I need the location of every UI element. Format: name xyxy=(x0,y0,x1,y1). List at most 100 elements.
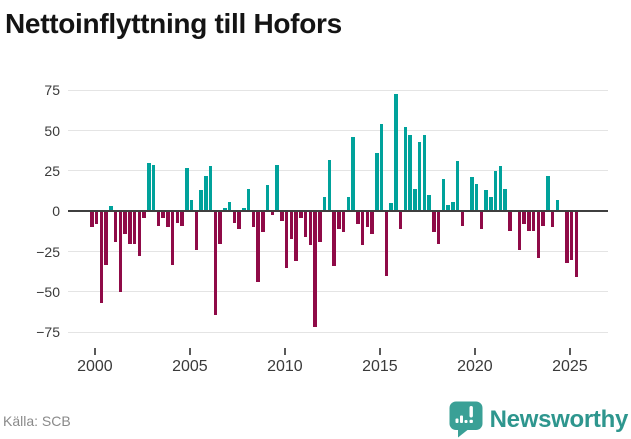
x-tick-2000 xyxy=(93,348,96,355)
bar-2015Q3 xyxy=(384,211,388,276)
bar-2011Q2 xyxy=(303,211,308,238)
bar-2009Q1 xyxy=(261,211,265,233)
bar-2024Q2 xyxy=(550,211,555,228)
bar-2025Q2 xyxy=(569,211,574,260)
bar-2010Q4 xyxy=(294,211,298,262)
source-caption: Källa: SCB xyxy=(3,413,71,429)
bar-2024Q3 xyxy=(555,200,559,212)
x-tick-2005 xyxy=(188,348,191,355)
bar-2014Q4 xyxy=(370,211,374,234)
bar-2013Q2 xyxy=(341,211,346,233)
x-tick-label-2000: 2000 xyxy=(77,358,113,375)
bar-2020Q4 xyxy=(484,190,488,212)
bar-2015Q2 xyxy=(379,124,384,212)
bar-2019Q3 xyxy=(460,211,464,226)
bar-2002Q4 xyxy=(142,211,146,218)
bar-2024Q1 xyxy=(546,175,550,212)
bar-2006Q3 xyxy=(213,211,217,315)
bar-2018Q2 xyxy=(436,211,441,244)
gridline--25 xyxy=(68,251,608,253)
bar-2021Q2 xyxy=(493,170,498,212)
bar-2000Q3 xyxy=(99,211,103,304)
bar-2018Q1 xyxy=(432,211,436,233)
y-tick-label-25: 25 xyxy=(44,162,60,179)
y-tick-label--75: −75 xyxy=(36,324,60,341)
bar-2016Q4 xyxy=(408,135,412,212)
bar-2000Q2 xyxy=(94,211,99,225)
gridline--50 xyxy=(68,291,608,293)
bar-2020Q1 xyxy=(470,177,474,212)
x-tick-2020 xyxy=(473,348,476,355)
bar-2019Q2 xyxy=(455,161,460,212)
bar-2008Q2 xyxy=(246,188,251,212)
bar-2011Q3 xyxy=(308,211,312,246)
bar-2022Q4 xyxy=(522,211,526,225)
x-tick-label-2010: 2010 xyxy=(267,358,303,375)
bar-2016Q2 xyxy=(398,211,403,230)
zero-axis-line xyxy=(68,210,608,213)
bar-2005Q3 xyxy=(194,211,198,251)
newsworthy-logo-icon xyxy=(449,401,483,438)
bar-2017Q2 xyxy=(417,141,422,212)
gridline--75 xyxy=(68,331,608,333)
y-tick-label-50: 50 xyxy=(44,122,60,139)
x-tick-2015 xyxy=(378,348,381,355)
bar-2000Q4 xyxy=(104,211,108,265)
gridline-50 xyxy=(68,130,608,132)
bar-2003Q2 xyxy=(151,164,156,212)
bar-2008Q1 xyxy=(242,208,246,212)
bar-2022Q3 xyxy=(517,211,521,251)
bar-2021Q3 xyxy=(498,166,502,212)
bar-2023Q1 xyxy=(527,211,531,231)
bar-2022Q1 xyxy=(508,211,512,231)
bar-2011Q1 xyxy=(299,211,303,218)
bar-2017Q1 xyxy=(413,188,417,212)
x-tick-label-2015: 2015 xyxy=(362,358,398,375)
bar-2021Q4 xyxy=(503,188,507,212)
gridline-75 xyxy=(68,89,608,91)
bar-2013Q4 xyxy=(351,137,355,212)
bar-2023Q3 xyxy=(536,211,540,259)
bar-2005Q2 xyxy=(189,200,194,212)
bar-2002Q2 xyxy=(132,211,137,244)
x-tick-2025 xyxy=(568,348,571,355)
bar-2013Q3 xyxy=(346,196,350,212)
y-tick-label--25: −25 xyxy=(36,243,60,260)
bar-2006Q1 xyxy=(204,175,208,212)
bar-2000Q1 xyxy=(90,211,94,228)
bar-2018Q3 xyxy=(441,179,445,212)
bar-2009Q3 xyxy=(270,211,274,215)
bar-2012Q1 xyxy=(318,211,322,242)
x-tick-label-2020: 2020 xyxy=(457,358,493,375)
chart-title: Nettoinflyttning till Hofors xyxy=(5,8,342,39)
bar-2008Q4 xyxy=(256,211,260,283)
bar-2010Q3 xyxy=(289,211,293,239)
gridline-25 xyxy=(68,170,608,172)
bar-2001Q4 xyxy=(123,211,127,234)
bar-2017Q3 xyxy=(422,135,426,212)
bar-2003Q1 xyxy=(147,162,151,212)
y-tick-label-0: 0 xyxy=(52,203,60,220)
bar-2008Q3 xyxy=(251,211,255,228)
y-tick-label-75: 75 xyxy=(44,82,60,99)
bar-2004Q1 xyxy=(166,211,170,228)
bar-2021Q1 xyxy=(489,196,493,212)
bar-2017Q4 xyxy=(427,195,431,212)
bar-2001Q3 xyxy=(118,211,122,292)
bar-2014Q2 xyxy=(360,211,365,246)
bar-2007Q4 xyxy=(237,211,241,230)
y-tick-label--50: −50 xyxy=(36,283,60,300)
bar-2005Q1 xyxy=(185,167,189,212)
x-tick-2010 xyxy=(283,348,286,355)
bar-2004Q4 xyxy=(180,211,184,226)
bar-2020Q2 xyxy=(474,183,479,212)
bar-2010Q1 xyxy=(280,211,284,221)
x-tick-label-2005: 2005 xyxy=(172,358,208,375)
bar-2016Q1 xyxy=(394,93,398,212)
bar-2001Q1 xyxy=(109,206,113,212)
bar-2012Q4 xyxy=(332,211,336,267)
bar-2002Q1 xyxy=(128,211,132,244)
bar-2002Q3 xyxy=(137,211,141,257)
bar-2007Q1 xyxy=(223,208,227,212)
